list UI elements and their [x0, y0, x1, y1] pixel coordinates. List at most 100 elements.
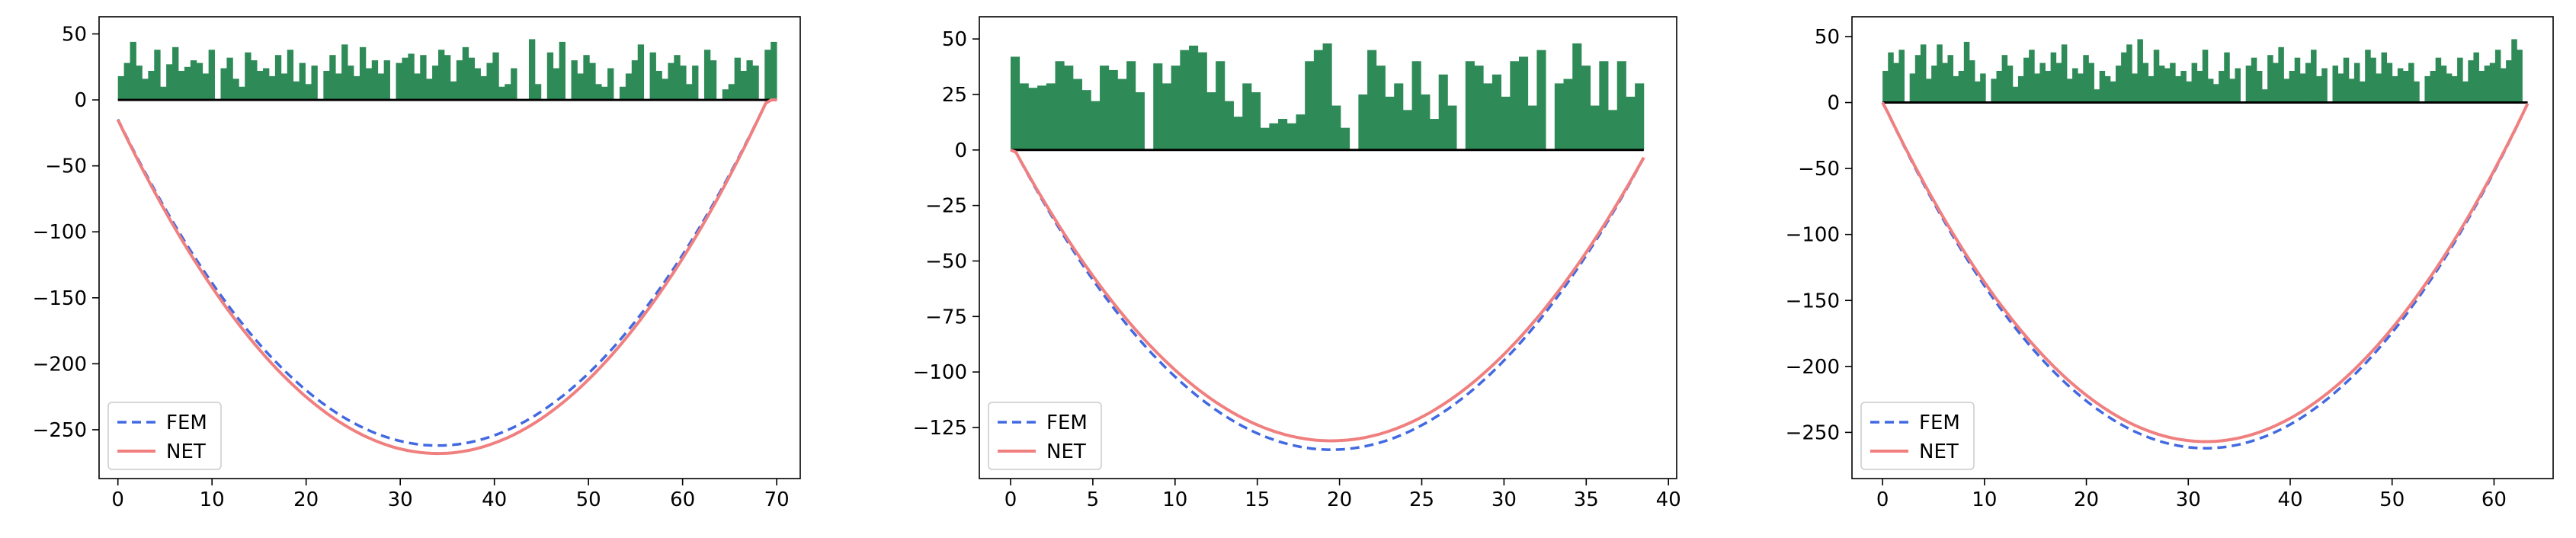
bar	[1153, 63, 1163, 150]
y-tick-label: −50	[45, 155, 87, 178]
bar	[746, 60, 753, 101]
bar	[1081, 90, 1091, 150]
bar	[2305, 62, 2312, 103]
bar	[1233, 117, 1243, 150]
bar	[2283, 78, 2289, 103]
bar	[1064, 66, 1074, 150]
bar	[1091, 101, 1101, 150]
bar	[2219, 70, 2225, 103]
y-tick-label: −100	[1786, 224, 1840, 247]
bar	[1269, 123, 1279, 150]
bar	[668, 62, 674, 101]
y-tick-label: −250	[1786, 421, 1840, 444]
bar	[1581, 66, 1591, 150]
bar	[2256, 70, 2263, 103]
bar	[1242, 83, 1252, 150]
bar	[1161, 83, 1172, 150]
bar	[771, 41, 777, 101]
bar	[2273, 62, 2279, 103]
bar	[196, 62, 203, 101]
y-tick-label: −75	[925, 306, 967, 328]
bar	[1438, 74, 1448, 150]
bar	[2088, 62, 2094, 103]
y-tick-label: −50	[1798, 158, 1840, 181]
bar	[2289, 70, 2296, 103]
series-fem-line	[1881, 101, 2530, 450]
bar	[1931, 66, 1937, 103]
x-tick-label: 70	[764, 488, 790, 511]
bar	[1028, 88, 1038, 150]
bar	[1635, 83, 1645, 150]
bar	[1100, 66, 1110, 150]
x-tick-label: 50	[576, 488, 601, 511]
y-tick-label: 0	[1827, 92, 1840, 115]
bar	[1953, 75, 1959, 103]
bar	[674, 55, 681, 101]
bar	[2430, 70, 2437, 103]
y-tick-label: −50	[925, 250, 967, 273]
x-tick-label: 60	[670, 488, 695, 511]
bar	[1376, 66, 1386, 150]
bar	[1367, 50, 1377, 150]
bar	[595, 84, 602, 101]
bar	[1394, 83, 1404, 150]
bar	[1019, 83, 1029, 150]
bar	[166, 64, 173, 101]
bar	[2501, 68, 2507, 103]
bar	[2353, 62, 2360, 103]
series-net-line	[116, 98, 777, 456]
bar	[432, 66, 439, 101]
bar	[456, 60, 463, 101]
bar	[692, 66, 699, 101]
bar	[414, 73, 421, 101]
subplot-1: 0 10 20 30 40 50 60 70 50 0 −50 −100 −150 −200 −250 FEM…	[33, 16, 801, 511]
legend-label-net: NET	[1046, 440, 1086, 463]
bar	[190, 60, 197, 101]
bar	[1942, 62, 1948, 103]
legend-label-fem: FEM	[166, 412, 207, 434]
bar	[2012, 86, 2019, 103]
bar	[728, 84, 735, 101]
y-tick-label: −25	[925, 195, 967, 218]
bar	[1483, 83, 1493, 150]
x-tick-label: 0	[1876, 488, 1889, 511]
y-tick-label: −150	[33, 287, 87, 310]
bar	[2170, 62, 2176, 103]
bar	[2029, 50, 2035, 103]
bar	[1510, 61, 1520, 150]
bar	[1920, 44, 1927, 103]
y-tick-label: 0	[954, 139, 967, 162]
bar	[2381, 52, 2388, 103]
bar	[2066, 78, 2073, 103]
bar	[335, 73, 342, 101]
bar	[2511, 39, 2517, 103]
bar	[263, 68, 270, 101]
axes-frame	[979, 16, 1677, 479]
bar	[505, 84, 511, 101]
bar	[2207, 78, 2214, 103]
bar	[2148, 75, 2155, 103]
bar	[1305, 61, 1315, 150]
bar	[257, 70, 264, 101]
bar	[130, 41, 136, 101]
bar	[662, 78, 668, 101]
y-tick-label: −150	[1786, 290, 1840, 312]
bar	[2343, 57, 2350, 103]
bar	[2164, 68, 2171, 103]
bar	[2321, 68, 2328, 103]
x-tick-label: 35	[1574, 488, 1599, 511]
bar	[232, 78, 239, 101]
bar	[365, 68, 373, 101]
x-tick-label: 20	[1327, 488, 1352, 511]
bar	[1963, 41, 1970, 103]
bar	[251, 60, 258, 101]
bar	[480, 75, 487, 101]
bar	[655, 70, 662, 101]
bar	[2001, 55, 2008, 103]
bar	[2262, 89, 2268, 103]
bar	[2078, 73, 2084, 103]
bar	[637, 44, 645, 101]
bar	[2191, 62, 2198, 103]
bar	[329, 55, 336, 101]
bar	[468, 57, 476, 101]
